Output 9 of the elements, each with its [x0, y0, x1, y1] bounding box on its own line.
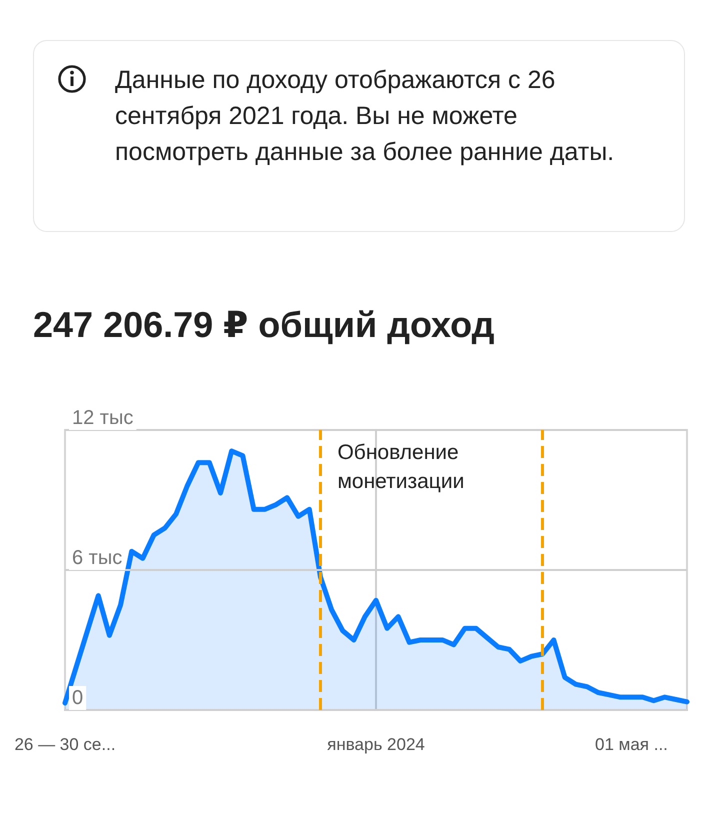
x-tick-label: 01 мая ...	[595, 735, 668, 754]
text: Данные по доходу отображаются с 26 сентября 2021 года. Вы не можете посмотреть данные за более ранние даты.	[115, 65, 616, 168]
x-tick-label: 26 — 30 се...	[14, 735, 116, 754]
chart-title: 247 206.79 ₽ общий доход	[33, 304, 495, 346]
y-tick-label: 12 тыс	[72, 407, 134, 429]
y-tick-label: 6 тыс	[72, 547, 122, 569]
x-tick-label: январь 2024	[327, 735, 425, 754]
y-tick-label: 0	[72, 687, 84, 709]
annotation: Обновление монетизации	[337, 440, 466, 495]
